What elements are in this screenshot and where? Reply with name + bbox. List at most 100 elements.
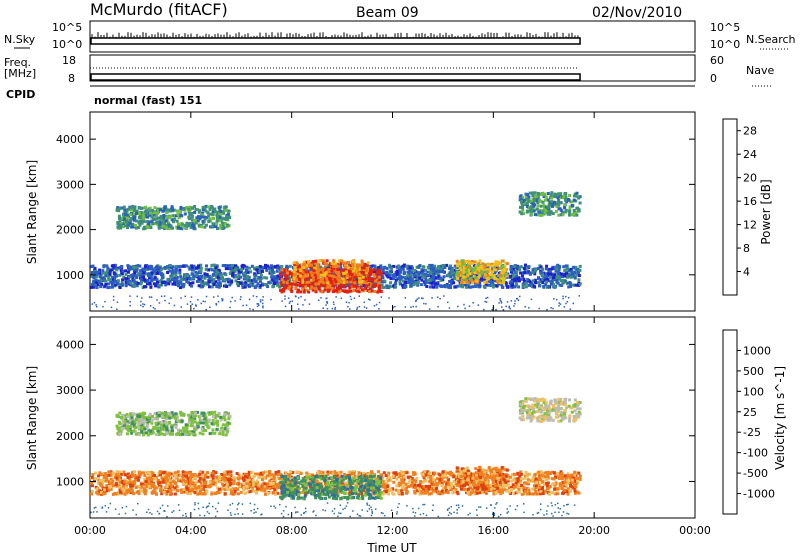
data-cell	[504, 272, 508, 276]
data-cell	[514, 491, 518, 495]
data-cell	[541, 200, 545, 204]
data-cell	[208, 277, 212, 281]
data-cell	[326, 285, 330, 289]
data-cell	[454, 475, 457, 479]
data-cell	[336, 287, 340, 291]
data-cell	[373, 264, 377, 268]
data-cell	[190, 284, 194, 288]
data-cell	[320, 290, 324, 294]
data-cell	[448, 267, 452, 271]
data-cell	[456, 277, 460, 280]
data-cell	[150, 213, 154, 217]
data-cell	[153, 276, 157, 280]
data-cell	[532, 284, 536, 288]
data-cell	[568, 213, 571, 217]
data-cell	[208, 480, 212, 484]
data-cell	[196, 271, 200, 275]
data-cell	[333, 278, 337, 282]
data-cell	[338, 283, 342, 287]
data-cell	[565, 272, 569, 276]
data-cell	[433, 264, 437, 268]
data-cell	[377, 281, 381, 285]
data-cell	[520, 212, 524, 216]
data-cell	[339, 470, 343, 474]
data-cell	[171, 265, 175, 269]
data-cell	[284, 279, 288, 283]
data-cell	[432, 268, 436, 272]
data-cell	[366, 261, 370, 265]
data-cell	[240, 296, 242, 298]
data-cell	[221, 486, 225, 490]
data-cell	[406, 266, 410, 270]
data-cell	[292, 277, 296, 281]
data-cell	[154, 217, 158, 221]
data-cell	[371, 264, 375, 268]
data-cell	[494, 260, 498, 264]
data-cell	[126, 270, 130, 274]
data-cell	[224, 264, 228, 268]
data-cell	[412, 273, 416, 277]
data-cell	[211, 222, 215, 226]
data-cell	[565, 302, 567, 305]
data-cell	[192, 223, 196, 227]
data-cell	[146, 279, 150, 282]
data-cell	[292, 282, 296, 286]
data-cell	[274, 278, 278, 282]
data-cell	[343, 289, 347, 293]
data-cell	[255, 266, 259, 270]
data-cell	[560, 283, 564, 287]
data-cell	[454, 266, 458, 270]
data-cell	[196, 219, 200, 223]
data-cell	[310, 285, 314, 289]
data-cell	[173, 280, 177, 284]
data-cell	[512, 264, 516, 268]
data-cell	[158, 220, 161, 224]
data-cell	[488, 264, 492, 268]
data-cell	[115, 476, 119, 480]
data-cell	[124, 280, 128, 284]
data-cell	[572, 265, 576, 269]
data-cell	[397, 272, 401, 276]
data-cell	[441, 487, 445, 491]
nave-tick-high: 60	[710, 54, 724, 67]
data-cell	[164, 219, 168, 223]
data-cell	[458, 266, 462, 270]
data-cell	[116, 308, 118, 310]
data-cell	[381, 269, 385, 273]
data-cell	[129, 206, 133, 210]
data-cell	[143, 491, 147, 495]
data-cell	[549, 275, 552, 279]
data-cell	[318, 259, 322, 263]
data-cell	[219, 284, 222, 288]
data-cell	[491, 270, 495, 274]
data-cell	[394, 278, 398, 282]
data-cell	[284, 284, 288, 288]
data-cell	[163, 295, 166, 297]
data-cell	[99, 285, 103, 289]
data-cell	[348, 268, 352, 272]
data-cell	[281, 288, 285, 291]
data-cell	[528, 472, 532, 476]
data-cell	[305, 265, 309, 269]
data-cell	[169, 209, 172, 213]
data-cell	[128, 279, 132, 283]
data-cell	[325, 304, 327, 306]
data-cell	[377, 266, 381, 270]
data-cell	[268, 271, 272, 275]
data-cell	[168, 264, 172, 267]
data-cell	[92, 279, 96, 283]
data-cell	[90, 283, 94, 287]
data-cell	[142, 471, 146, 475]
data-cell	[141, 267, 145, 271]
data-cell	[120, 272, 124, 276]
data-cell	[143, 278, 147, 282]
data-cell	[468, 261, 471, 265]
data-cell	[502, 278, 505, 282]
data-cell	[186, 280, 190, 284]
data-cell	[432, 285, 436, 289]
data-cell	[190, 272, 194, 276]
data-cell	[474, 284, 478, 288]
data-cell	[231, 296, 233, 299]
data-cell	[383, 279, 387, 283]
data-cell	[369, 287, 373, 291]
